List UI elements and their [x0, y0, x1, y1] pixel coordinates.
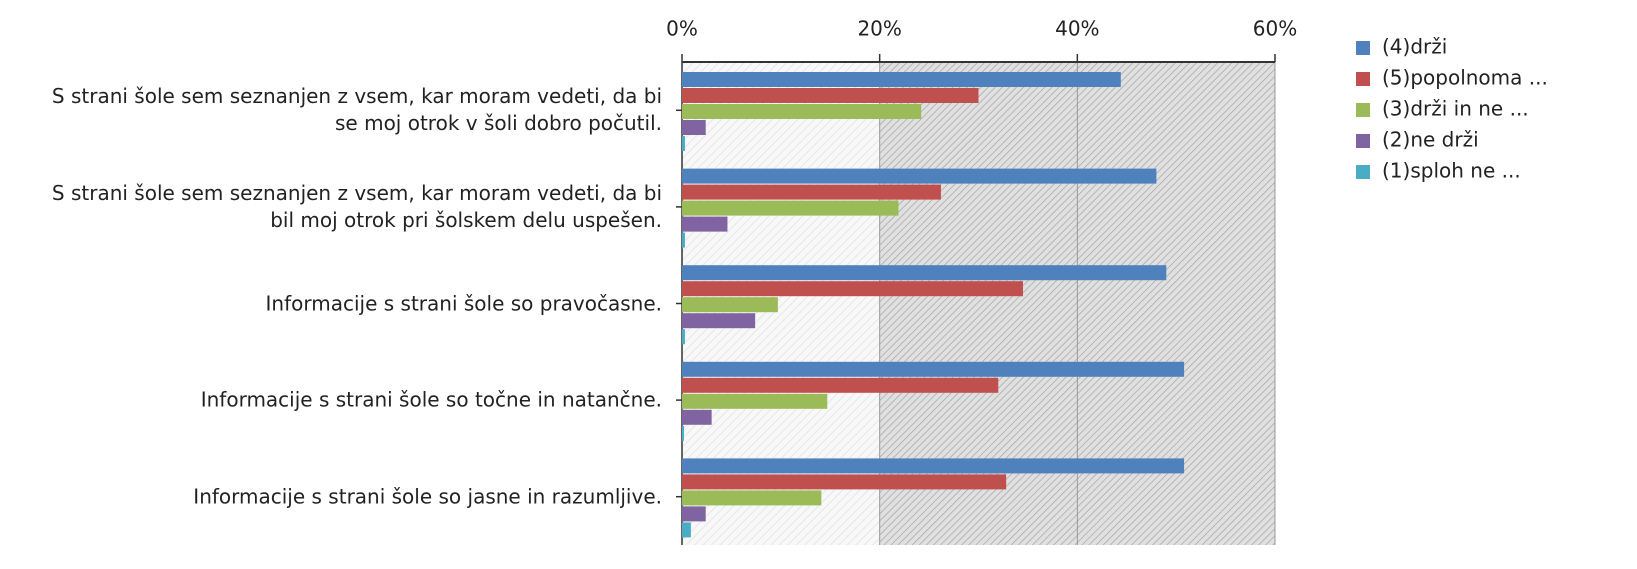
bar: [682, 216, 728, 232]
y-tick-label: Informacije s strani šole so točne in na…: [200, 387, 662, 412]
bar: [682, 474, 1007, 490]
y-tick-label: S strani šole sem seznanjen z vsem, kar …: [51, 180, 662, 232]
y-tick-label: Informacije s strani šole so jasne in ra…: [193, 484, 662, 509]
bar: [682, 200, 899, 216]
bar: [682, 104, 922, 119]
bar: [682, 490, 822, 506]
bar: [682, 393, 828, 409]
legend-label: (5)popolnoma ...: [1382, 66, 1548, 90]
bar: [682, 168, 1157, 184]
legend-label: (2)ne drži: [1382, 128, 1479, 152]
legend-label: (4)drži: [1382, 35, 1447, 59]
bar: [682, 297, 778, 313]
x-tick-label: 60%: [1253, 17, 1297, 41]
x-tick-label: 20%: [857, 17, 901, 41]
legend-swatch: [1356, 134, 1370, 148]
bar: [682, 409, 712, 425]
legend-swatch: [1356, 165, 1370, 179]
x-tick-label: 0%: [666, 17, 698, 41]
bar: [682, 329, 685, 345]
bar: [682, 120, 706, 135]
legend-label: (1)sploh ne ...: [1382, 159, 1521, 183]
bar: [682, 184, 941, 200]
bar: [682, 361, 1185, 377]
y-tick-label: S strani šole sem seznanjen z vsem, kar …: [51, 84, 662, 136]
legend-swatch: [1356, 72, 1370, 86]
legend-swatch: [1356, 103, 1370, 117]
y-tick-label: Informacije s strani šole so pravočasne.: [265, 291, 662, 315]
bar: [682, 88, 979, 103]
bar: [682, 313, 756, 329]
bar: [682, 265, 1167, 281]
bar: [682, 458, 1185, 474]
bar: [682, 72, 1121, 87]
bar: [682, 425, 684, 441]
bar: [682, 506, 706, 522]
bar: [682, 232, 685, 248]
x-tick-label: 40%: [1055, 17, 1099, 41]
bar: [682, 377, 999, 393]
bar: [682, 136, 685, 151]
legend-swatch: [1356, 41, 1370, 55]
bar: [682, 522, 691, 538]
bar: [682, 281, 1023, 297]
legend-label: (3)drži in ne ...: [1382, 97, 1529, 121]
